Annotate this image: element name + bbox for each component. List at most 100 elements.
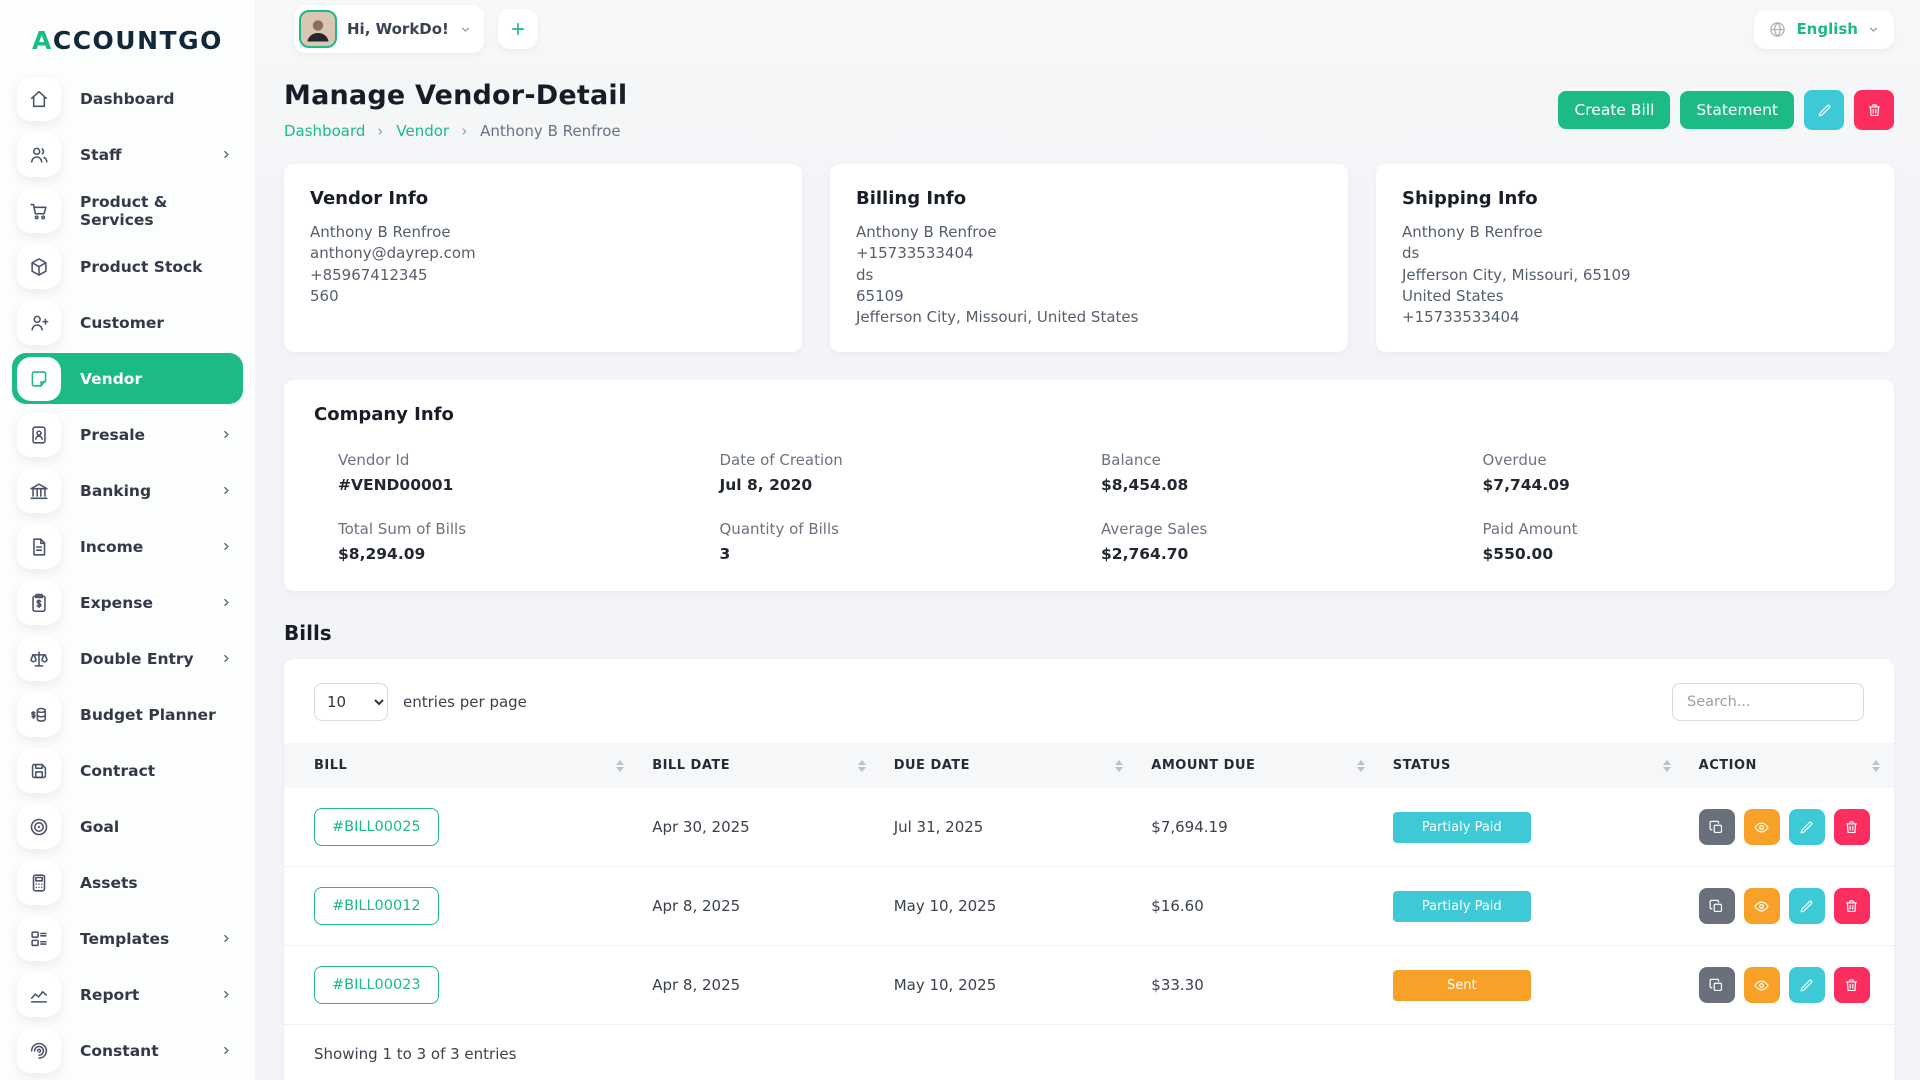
card-lines: Anthony B Renfroe anthony@dayrep.com +8596… [310, 222, 776, 307]
sidebar-item-banking[interactable]: Banking [12, 465, 243, 516]
bills-table-header: BILL BILL DATE DUE DATE AMOUNT DUE STATUS ACT… [284, 743, 1894, 789]
info-line: 65109 [856, 286, 904, 305]
chevron-right-icon [220, 148, 233, 161]
column-label: AMOUNT DUE [1151, 758, 1256, 774]
breadcrumb-vendor[interactable]: Vendor [396, 122, 450, 140]
column-header-status[interactable]: STATUS [1379, 743, 1685, 788]
view-button[interactable] [1743, 888, 1780, 925]
sidebar-item-constant[interactable]: Constant [12, 1025, 243, 1076]
language-label: English [1796, 20, 1858, 38]
copy-icon [1708, 977, 1725, 994]
card-lines: Anthony B Renfroe ds Jefferson City, Misso… [1402, 222, 1868, 328]
delete-button[interactable] [1833, 888, 1870, 925]
spiral-icon [17, 1028, 61, 1073]
view-button[interactable] [1743, 809, 1780, 846]
sidebar-item-label: Vendor [80, 369, 143, 388]
row-actions [1698, 888, 1880, 925]
eye-icon [1753, 898, 1770, 915]
clipboard-dollar-icon [17, 580, 61, 625]
scale-icon [17, 636, 61, 681]
sidebar-item-label: Report [80, 985, 140, 1004]
floppy-icon [17, 748, 61, 793]
sidebar-item-product-stock[interactable]: Product Stock [12, 241, 243, 292]
sidebar-item-assets[interactable]: Assets [12, 857, 243, 908]
bill-number-link[interactable]: #BILL00023 [314, 966, 439, 1005]
table-row: #BILL00025 Apr 30, 2025 Jul 31, 2025 $7,694… [284, 788, 1894, 868]
field-value: Jul 8, 2020 [719, 476, 813, 495]
delete-vendor-button[interactable] [1854, 90, 1894, 130]
bill-number-link[interactable]: #BILL00012 [314, 887, 439, 926]
sidebar-item-income[interactable]: Income [12, 521, 243, 572]
trash-icon [1843, 898, 1860, 915]
sidebar-item-label: Goal [80, 817, 120, 836]
column-header-action[interactable]: ACTION [1685, 743, 1894, 788]
delete-button[interactable] [1833, 809, 1870, 846]
sidebar-item-goal[interactable]: Goal [12, 801, 243, 852]
sort-icon [1345, 759, 1365, 772]
sidebar-item-dashboard[interactable]: Dashboard [12, 73, 243, 124]
sidebar-item-contract[interactable]: Contract [12, 745, 243, 796]
sort-icon [1103, 759, 1124, 772]
duplicate-button[interactable] [1698, 967, 1735, 1004]
sidebar-item-label: Budget Planner [80, 705, 216, 724]
chevron-right-icon [220, 652, 233, 665]
copy-icon [1708, 819, 1725, 836]
edit-vendor-button[interactable] [1804, 90, 1844, 130]
field-label: Quantity of Bills [719, 520, 839, 539]
info-line: +15733533404 [1402, 308, 1520, 327]
sidebar-item-staff[interactable]: Staff [12, 129, 243, 180]
column-header-bill[interactable]: BILL [284, 743, 638, 788]
info-line: Anthony B Renfroe [310, 223, 451, 241]
duplicate-button[interactable] [1698, 809, 1735, 846]
company-field-overdue: Overdue $7,744.09 [1483, 451, 1865, 494]
sidebar-item-label: Staff [80, 145, 122, 164]
column-header-amount-due[interactable]: AMOUNT DUE [1137, 743, 1379, 788]
bill-date-cell: Apr 8, 2025 [638, 866, 880, 947]
bills-section-title: Bills [284, 621, 332, 646]
sidebar-item-expense[interactable]: Expense [12, 577, 243, 628]
target-icon [17, 804, 61, 849]
column-header-due-date[interactable]: DUE DATE [880, 743, 1138, 788]
duplicate-button[interactable] [1698, 888, 1735, 925]
create-bill-button[interactable]: Create Bill [1558, 91, 1671, 129]
column-header-bill-date[interactable]: BILL DATE [638, 743, 880, 788]
delete-button[interactable] [1833, 967, 1870, 1004]
sidebar-item-presale[interactable]: Presale [12, 409, 243, 460]
entries-per-page-select[interactable]: 10 [314, 683, 388, 722]
user-menu[interactable]: Hi, WorkDo! [294, 5, 484, 53]
chevron-right-icon [220, 484, 233, 497]
bill-number-link[interactable]: #BILL00025 [314, 808, 439, 847]
chevron-down-icon [1867, 23, 1880, 36]
sidebar-item-product-services[interactable]: Product & Services [12, 185, 243, 236]
calculator-icon [17, 860, 61, 905]
quick-add-button[interactable] [497, 9, 538, 49]
company-info-title: Company Info [314, 404, 454, 426]
breadcrumb-dashboard[interactable]: Dashboard [284, 122, 366, 140]
edit-button[interactable] [1788, 967, 1825, 1004]
sidebar: ACCOUNTGO Dashboard Staff Product & Servic… [0, 0, 256, 1080]
chevron-right-icon [220, 1044, 233, 1057]
sidebar-item-vendor[interactable]: Vendor [12, 353, 243, 404]
chevron-down-icon [459, 23, 472, 36]
edit-button[interactable] [1788, 809, 1825, 846]
main-content: Manage Vendor-Detail Dashboard Vendor Anth… [256, 58, 1920, 1080]
billing-info-card: Billing Info Anthony B Renfroe +157335334… [830, 164, 1348, 353]
sidebar-item-report[interactable]: Report [12, 969, 243, 1020]
table-controls: 10 entries per page [284, 683, 1894, 722]
sidebar-item-budget-planner[interactable]: Budget Planner [12, 689, 243, 740]
view-button[interactable] [1743, 967, 1780, 1004]
sidebar-item-double-entry[interactable]: Double Entry [12, 633, 243, 684]
sidebar-item-customer[interactable]: Customer [12, 297, 243, 348]
search-input[interactable] [1672, 683, 1864, 722]
edit-button[interactable] [1788, 888, 1825, 925]
info-line: Jefferson City, Missouri, United States [856, 308, 1139, 327]
status-badge: Partialy Paid [1392, 890, 1531, 922]
statement-button[interactable]: Statement [1680, 91, 1794, 129]
language-selector[interactable]: English [1754, 9, 1894, 49]
entries-per-page-label: entries per page [403, 693, 527, 712]
info-line: anthony@dayrep.com [310, 244, 476, 263]
chevron-right-icon [459, 126, 470, 137]
sidebar-item-templates[interactable]: Templates [12, 913, 243, 964]
sidebar-item-label: Assets [80, 873, 138, 892]
company-info-grid: Vendor Id #VEND00001 Date of Creation Jul 8… [314, 451, 1864, 563]
